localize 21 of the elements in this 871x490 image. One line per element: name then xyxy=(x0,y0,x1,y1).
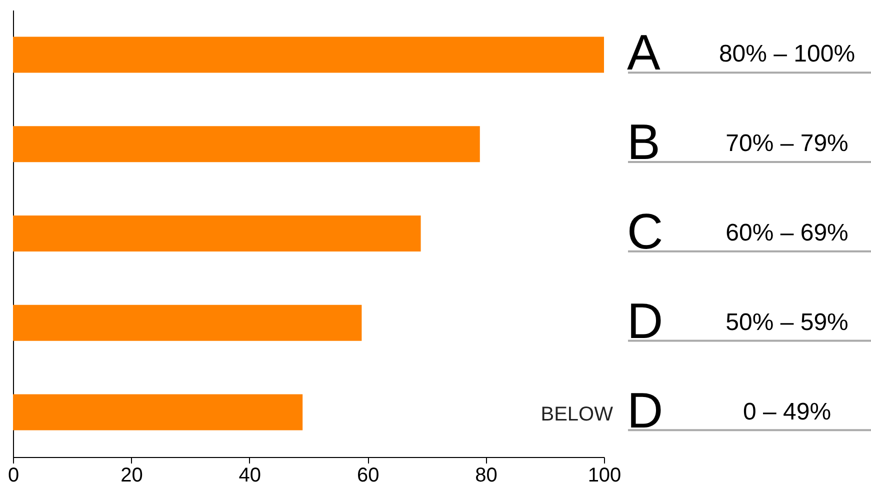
text: 50% – 59% xyxy=(726,308,848,336)
x-tick-label: 80 xyxy=(475,464,498,486)
text: 70% – 79% xyxy=(726,130,848,158)
x-tick-label: 60 xyxy=(356,464,380,486)
bar xyxy=(13,36,604,73)
category-label: BELOW D xyxy=(540,382,664,438)
y-tick-label: A xyxy=(627,24,661,81)
x-tick-label: 20 xyxy=(120,464,143,486)
y-tick-label: B xyxy=(627,114,660,170)
y-tick-label: D xyxy=(627,292,664,349)
y-tick-label: C xyxy=(627,204,664,260)
text: 0 – 49% xyxy=(742,398,832,426)
bar xyxy=(13,126,480,162)
bar xyxy=(13,394,303,430)
x-tick-label: 40 xyxy=(238,464,262,486)
bar xyxy=(13,216,421,252)
text: 80% – 100% xyxy=(718,40,856,68)
text: 60% – 69% xyxy=(726,220,848,246)
bar xyxy=(13,304,362,341)
x-tick-label: 0 xyxy=(8,464,20,486)
x-tick-label: 100 xyxy=(588,464,622,486)
